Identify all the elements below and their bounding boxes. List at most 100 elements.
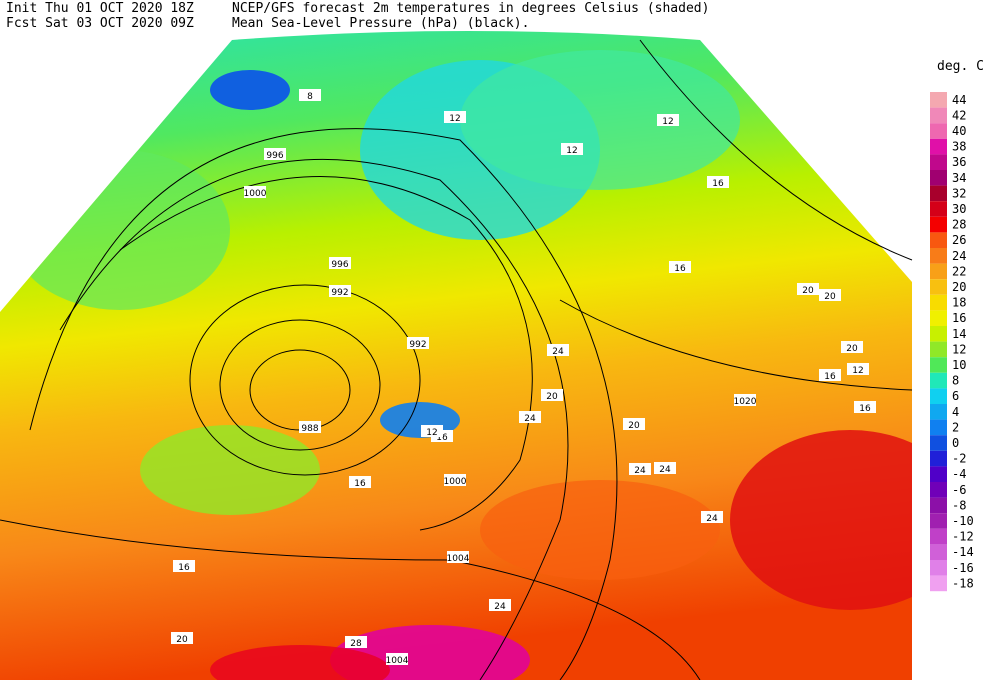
map-label-box [489, 599, 511, 611]
map-label: 16 [436, 433, 448, 443]
legend-swatch [930, 341, 947, 358]
map-label-box [386, 653, 408, 665]
legend-label: 44 [952, 93, 966, 107]
map-label: 24 [706, 514, 718, 524]
legend-swatch [930, 138, 947, 155]
legend: 4442403836343230282624222018161412108642… [930, 92, 974, 592]
legend-swatch [930, 185, 947, 202]
legend-swatch [930, 497, 947, 514]
legend-label: 0 [952, 436, 959, 450]
map-label: 1004 [386, 656, 409, 666]
map-label-box [707, 176, 729, 188]
map-label: 1000 [444, 477, 467, 487]
legend-swatch [930, 279, 947, 295]
map-label: 24 [634, 466, 646, 476]
map-label: 16 [178, 563, 190, 573]
map-label-box [329, 285, 351, 297]
map-label-box [847, 363, 869, 375]
legend-swatch [930, 92, 947, 108]
map-label: 16 [674, 264, 686, 274]
legend-unit: deg. C [937, 59, 984, 74]
title: NCEP/GFS forecast 2m temperatures in deg… [232, 1, 709, 16]
map-label: 24 [552, 347, 564, 357]
subtitle: Mean Sea-Level Pressure (hPa) (black). [232, 16, 529, 31]
legend-swatch [930, 575, 947, 592]
map-label: 16 [824, 372, 836, 382]
map-label: 20 [824, 292, 836, 302]
legend-swatch [930, 107, 947, 124]
legend-label: -10 [952, 514, 974, 528]
legend-swatch [930, 482, 947, 498]
map-label: 12 [566, 146, 577, 156]
temperature-field [0, 31, 912, 680]
legend-swatch [930, 263, 947, 280]
legend-label: -16 [952, 561, 974, 575]
map-label: 8 [307, 92, 313, 102]
legend-label: 8 [952, 374, 959, 388]
map-label: 1004 [447, 554, 470, 564]
map-label-box [657, 114, 679, 126]
map-label: 12 [426, 428, 437, 438]
map-label-box [623, 418, 645, 430]
legend-label: 30 [952, 202, 966, 216]
legend-swatch [930, 232, 947, 248]
init-text: Init Thu 01 OCT 2020 18Z [6, 1, 194, 16]
legend-swatch [930, 154, 947, 170]
legend-label: 34 [952, 171, 966, 185]
map-label-box [519, 411, 541, 423]
map-label-box [654, 462, 676, 474]
map-label: 12 [449, 114, 460, 124]
map-label-box [244, 186, 266, 198]
map-label: 24 [524, 414, 536, 424]
map-label: 988 [301, 424, 318, 434]
legend-swatch [930, 513, 947, 529]
fcst-text: Fcst Sat 03 OCT 2020 09Z [6, 16, 194, 31]
legend-swatch [930, 326, 947, 342]
legend-label: -8 [952, 498, 966, 512]
map-label: 20 [546, 392, 558, 402]
legend-swatch [930, 466, 947, 482]
map-label: 16 [354, 479, 366, 489]
map-label-box [264, 148, 286, 160]
map-label-box [299, 89, 321, 101]
legend-label: 28 [952, 218, 966, 232]
map-label-box [819, 369, 841, 381]
legend-label: 4 [952, 405, 959, 419]
legend-swatch [930, 450, 947, 467]
map-label: 20 [802, 286, 814, 296]
legend-label: 42 [952, 108, 966, 122]
legend-swatch [930, 310, 947, 326]
map-label: 16 [712, 179, 724, 189]
map-label-box [797, 283, 819, 295]
map-label-box [171, 632, 193, 644]
map-label-box [629, 463, 651, 475]
legend-swatch [930, 528, 947, 545]
legend-swatch [930, 372, 947, 389]
legend-label: 14 [952, 327, 966, 341]
map-label-box [669, 261, 691, 273]
map-label-box [547, 344, 569, 356]
legend-label: -12 [952, 530, 974, 544]
legend-label: -14 [952, 545, 974, 559]
map-label-box [299, 421, 321, 433]
map-label-box [444, 474, 466, 486]
map-label: 20 [628, 421, 640, 431]
legend-swatch [930, 201, 947, 217]
map-label: 992 [409, 340, 426, 350]
map-label-box [421, 425, 443, 437]
legend-swatch [930, 560, 947, 576]
legend-swatch [930, 435, 947, 451]
legend-label: 16 [952, 311, 966, 325]
map-label-box [444, 111, 466, 123]
legend-swatch [930, 404, 947, 420]
map-label: 24 [659, 465, 671, 475]
legend-label: 40 [952, 124, 966, 138]
legend-label: 38 [952, 140, 966, 154]
legend-swatch [930, 294, 947, 311]
map-label-box [819, 289, 841, 301]
legend-label: -6 [952, 483, 966, 497]
map-label-box [447, 551, 469, 563]
legend-label: 10 [952, 358, 966, 372]
map-label: 24 [494, 602, 506, 612]
